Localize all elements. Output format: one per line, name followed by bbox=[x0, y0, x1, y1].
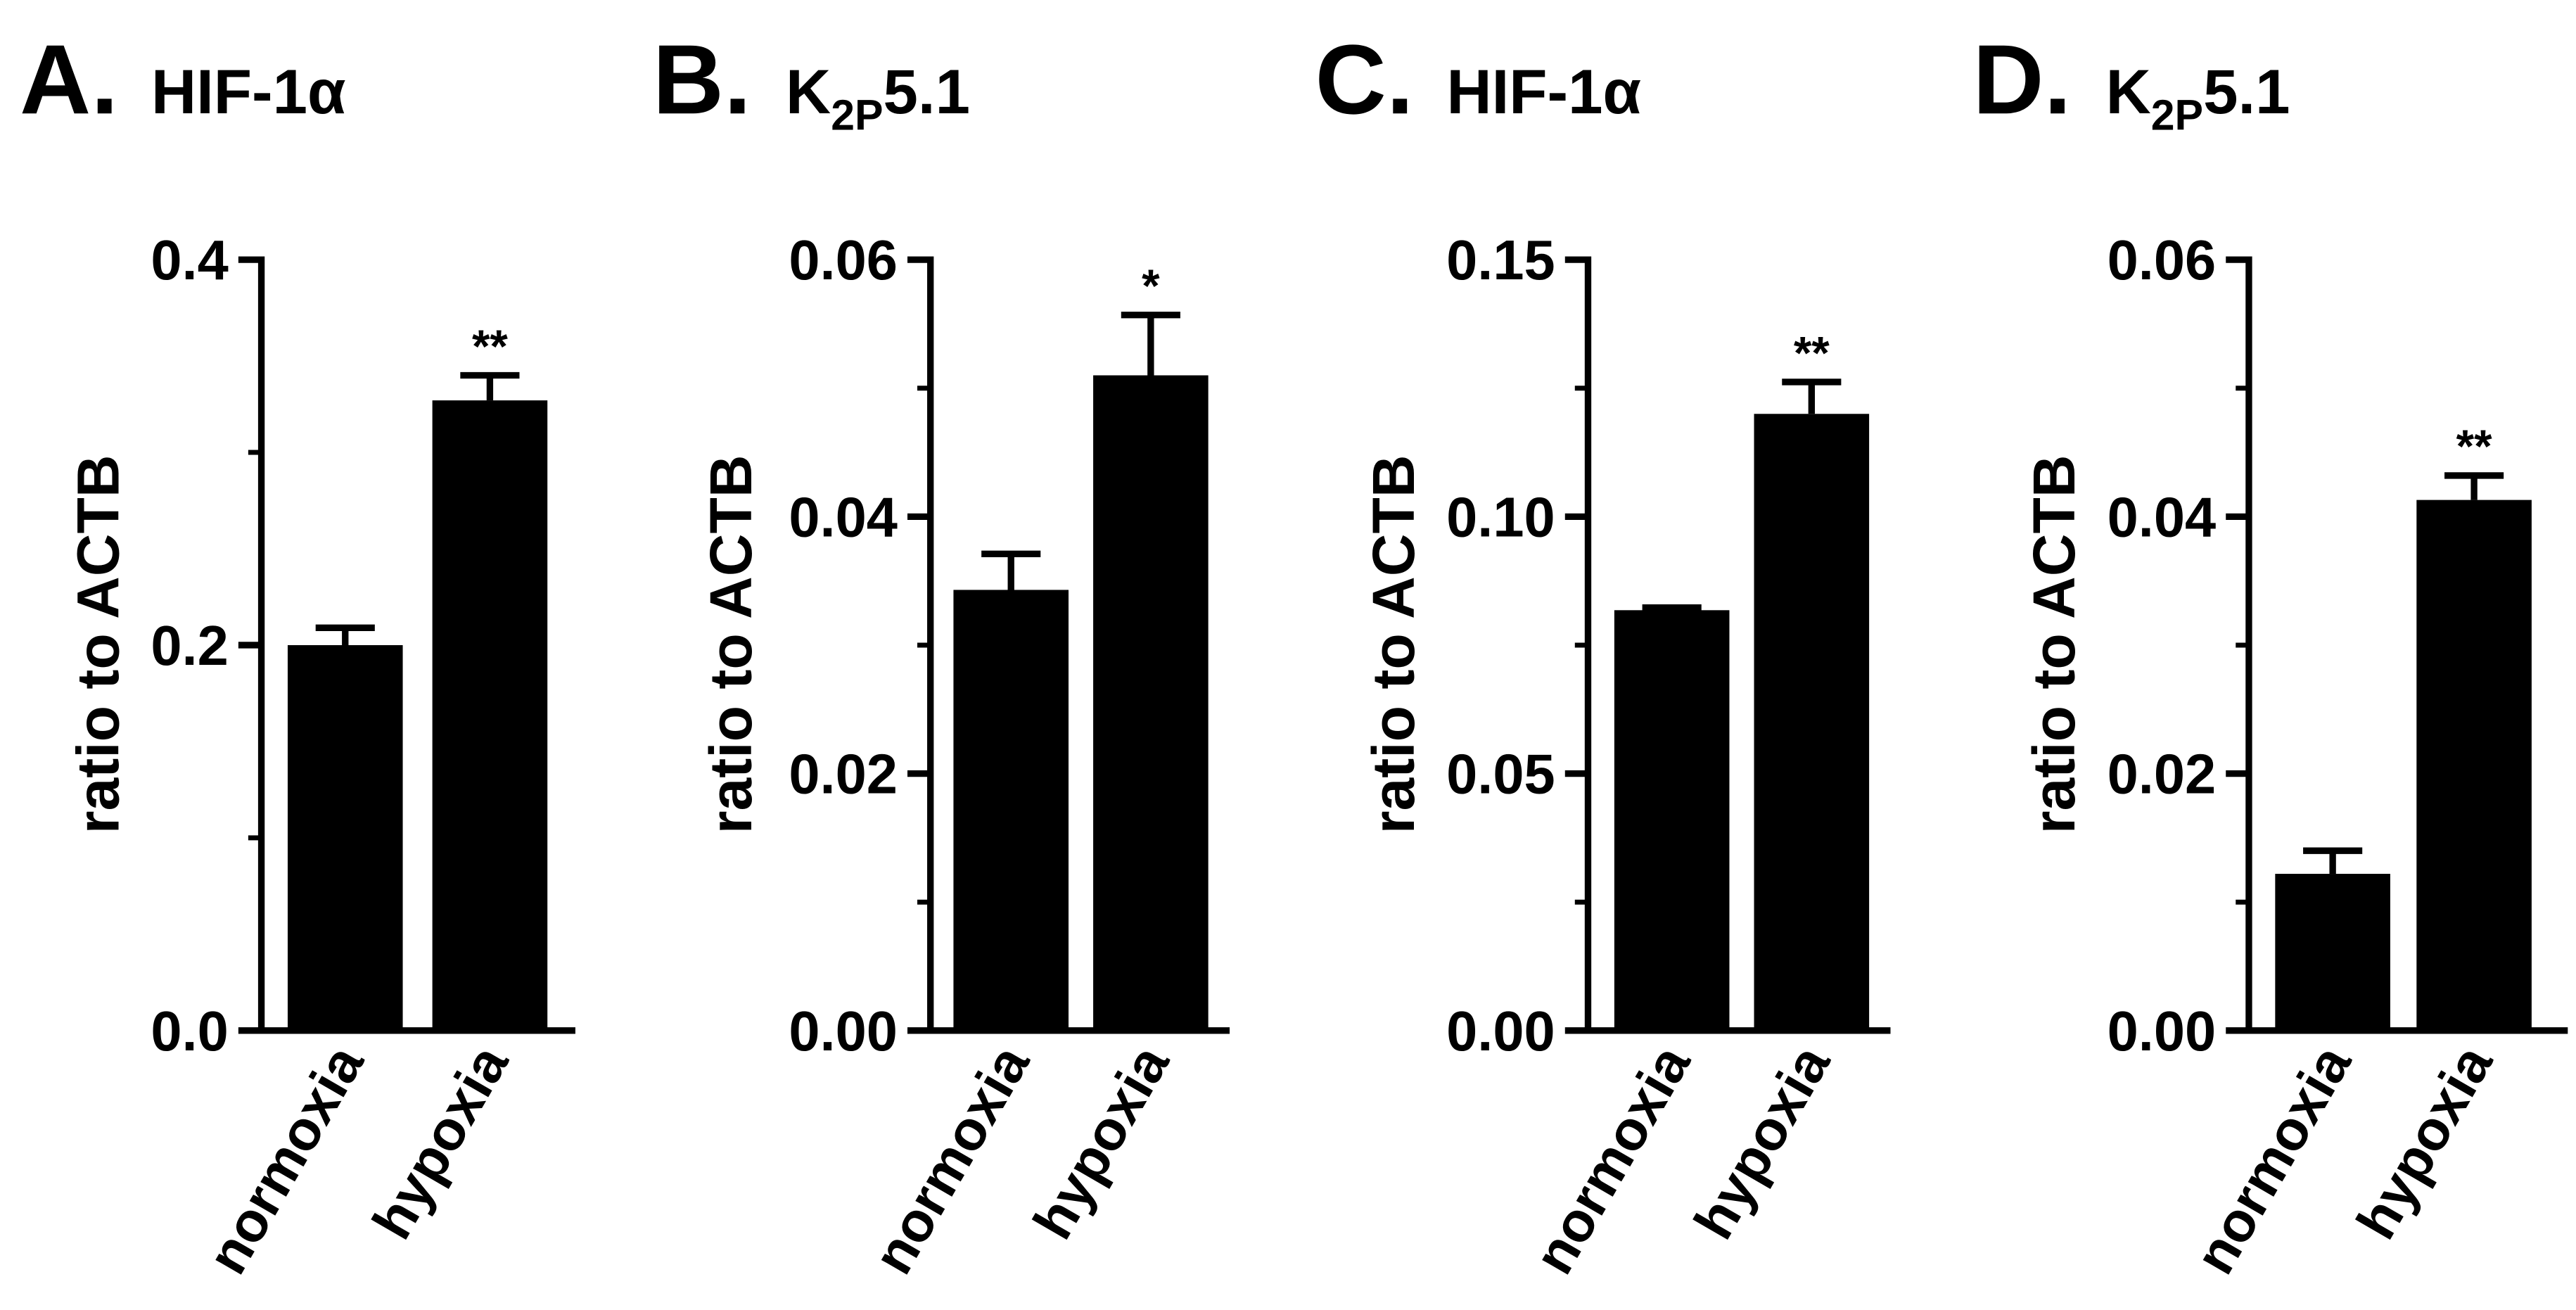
bar-b-hypoxia bbox=[1093, 375, 1209, 1031]
y-axis-label-b: ratio to ACTB bbox=[698, 454, 764, 834]
y-tick-label-a: 0.4 bbox=[151, 229, 228, 291]
category-label-d-normoxia: normoxia bbox=[2183, 1034, 2363, 1284]
bar-d-normoxia bbox=[2275, 874, 2390, 1031]
panel-title-d: K2P5.1 bbox=[2106, 57, 2290, 139]
category-label-c-normoxia: normoxia bbox=[1522, 1034, 1702, 1284]
significance-a-hypoxia: ** bbox=[472, 321, 508, 372]
significance-c-hypoxia: ** bbox=[1794, 327, 1830, 379]
panel-letter-a: A. bbox=[20, 24, 118, 134]
category-label-a-hypoxia: hypoxia bbox=[360, 1034, 521, 1249]
y-tick-label-a: 0.0 bbox=[151, 1000, 228, 1062]
y-tick-label-d: 0.00 bbox=[2108, 1000, 2217, 1062]
panel-title-d-sub: 2P bbox=[2151, 91, 2203, 139]
category-label-a-normoxia: normoxia bbox=[196, 1034, 376, 1284]
panel-title-b-main: K bbox=[786, 57, 831, 127]
y-tick-label-a: 0.2 bbox=[151, 614, 228, 677]
significance-d-hypoxia: ** bbox=[2456, 421, 2492, 472]
y-tick-label-c: 0.10 bbox=[1446, 485, 1555, 548]
bar-c-normoxia bbox=[1614, 610, 1730, 1031]
category-label-b-normoxia: normoxia bbox=[861, 1034, 1041, 1284]
y-tick-label-b: 0.00 bbox=[789, 1000, 898, 1062]
y-tick-label-b: 0.06 bbox=[789, 229, 898, 291]
bar-c-hypoxia bbox=[1754, 414, 1870, 1031]
panel-title-b-rest: 5.1 bbox=[884, 57, 970, 127]
y-axis-label-d: ratio to ACTB bbox=[2021, 454, 2087, 834]
plot-area-a: 0.0 0.2 0.4 normoxia ** hypoxia bbox=[151, 229, 575, 1284]
category-label-c-hypoxia: hypoxia bbox=[1682, 1034, 1842, 1249]
y-tick-label-c: 0.05 bbox=[1446, 743, 1555, 806]
panel-title-b-sub: 2P bbox=[831, 91, 883, 139]
y-tick-label-b: 0.04 bbox=[789, 485, 898, 548]
panel-d: D. K2P5.1 ratio to ACTB 0.00 0.02 0.04 0.06… bbox=[1972, 24, 2568, 1284]
plot-area-b: 0.00 0.02 0.04 0.06 normoxia * hypoxia bbox=[789, 229, 1230, 1284]
category-label-d-hypoxia: hypoxia bbox=[2345, 1034, 2505, 1249]
panel-title-d-main: K bbox=[2106, 57, 2151, 127]
category-label-b-hypoxia: hypoxia bbox=[1021, 1034, 1181, 1249]
panel-b: B. K2P5.1 ratio to ACTB 0.00 0.02 0.04 0.06… bbox=[653, 24, 1230, 1284]
bar-a-hypoxia bbox=[432, 400, 548, 1031]
y-tick-label-c: 0.15 bbox=[1446, 229, 1555, 291]
y-tick-label-b: 0.02 bbox=[789, 743, 898, 806]
y-axis-label-c: ratio to ACTB bbox=[1360, 454, 1427, 834]
panel-a: A. HIF-1α ratio to ACTB 0.0 0.2 0.4 normoxi… bbox=[20, 24, 575, 1284]
panel-title-a: HIF-1α bbox=[151, 57, 346, 127]
bar-b-normoxia bbox=[953, 590, 1069, 1031]
panel-title-b: K2P5.1 bbox=[786, 57, 970, 139]
panel-title-d-rest: 5.1 bbox=[2203, 57, 2290, 127]
y-tick-label-d: 0.06 bbox=[2108, 229, 2217, 291]
y-tick-label-d: 0.04 bbox=[2108, 485, 2217, 548]
plot-area-c: 0.00 0.05 0.10 0.15 normoxia ** hypoxia bbox=[1446, 229, 1891, 1284]
panel-letter-b: B. bbox=[653, 24, 751, 134]
plot-area-d: 0.00 0.02 0.04 0.06 normoxia ** hypoxia bbox=[2108, 229, 2568, 1284]
bar-a-normoxia bbox=[287, 644, 403, 1031]
panel-letter-d: D. bbox=[1972, 24, 2071, 134]
panel-letter-c: C. bbox=[1315, 24, 1414, 134]
y-tick-label-c: 0.00 bbox=[1446, 1000, 1555, 1062]
panel-title-c: HIF-1α bbox=[1447, 57, 1642, 127]
y-tick-label-d: 0.02 bbox=[2108, 743, 2217, 806]
y-axis-label-a: ratio to ACTB bbox=[65, 454, 131, 834]
bar-d-hypoxia bbox=[2416, 500, 2532, 1031]
panel-c: C. HIF-1α ratio to ACTB 0.00 0.05 0.10 0.15… bbox=[1315, 24, 1891, 1284]
significance-b-hypoxia: * bbox=[1142, 260, 1160, 312]
